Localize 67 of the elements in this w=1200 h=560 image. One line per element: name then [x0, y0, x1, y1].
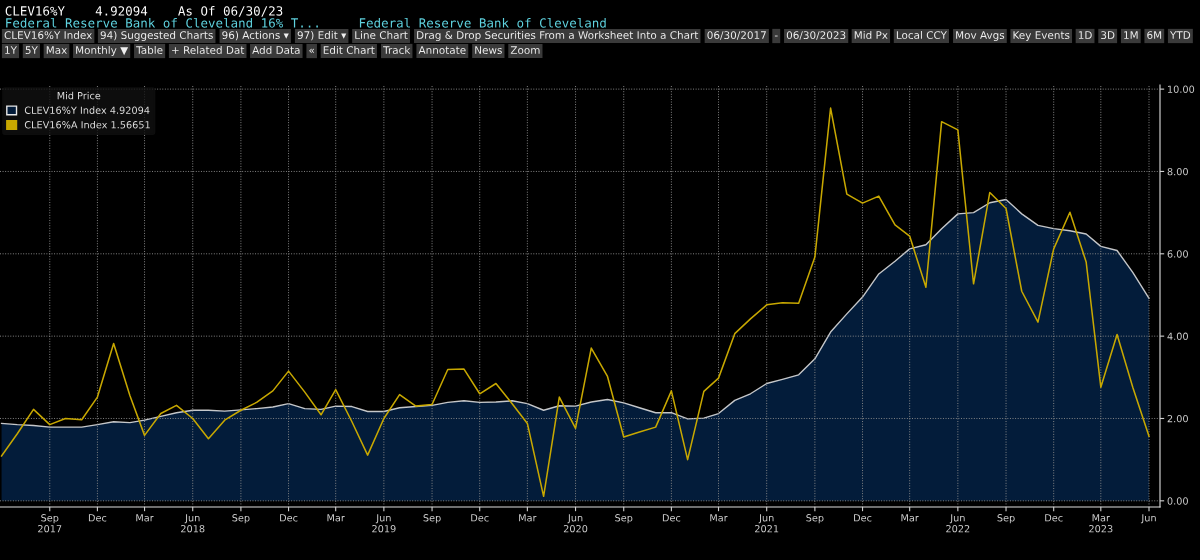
- text: Annotate: [418, 46, 466, 55]
- y-tick-label: 10.00: [1168, 85, 1195, 93]
- text: Table: [136, 45, 163, 55]
- x-tick-label: Mar: [136, 514, 154, 522]
- legend-label: CLEV16%Y Index 4.92094: [24, 106, 150, 114]
- x-tick-label: Jun 2019: [372, 514, 396, 533]
- x-tick-label: Jun 2020: [563, 514, 588, 533]
- text: 97) Edit ▾: [297, 30, 347, 41]
- text: 06/30/2017: [707, 31, 766, 40]
- x-tick-label: Dec: [854, 514, 872, 522]
- chart-subtitle: Federal Reserve Bank of Cleveland 16% T... Federal Reserve Bank of Cleveland: [6, 17, 606, 28]
- text: + Related Dat: [172, 45, 245, 55]
- x-tick-label: Sep 2017: [38, 514, 62, 533]
- text: 6M: [1147, 31, 1162, 40]
- x-tick-label: Mar: [710, 514, 728, 522]
- x-tick-label: Mar: [901, 514, 919, 522]
- legend-label: CLEV16%A Index 1.56651: [24, 120, 150, 129]
- y-tick-label: 8.00: [1167, 167, 1188, 176]
- y-tick-label: 6.00: [1167, 250, 1188, 258]
- text: 96) Actions ▾: [222, 30, 289, 41]
- text: CLEV16%Y Index: [4, 30, 92, 40]
- text: «: [309, 48, 314, 54]
- text: Key Events: [1013, 31, 1070, 42]
- legend-title: Mid Price: [57, 91, 101, 100]
- text: Max: [46, 46, 67, 55]
- line-series: [0, 107, 1150, 498]
- text: News: [475, 46, 502, 55]
- x-tick-label: Sep: [615, 514, 633, 524]
- text: Monthly ▼: [76, 45, 129, 57]
- text: 06/30/2023: [786, 31, 846, 40]
- text: Mid Px: [854, 30, 888, 40]
- x-tick-label: Jun 2022: [946, 514, 970, 533]
- text: Local CCY: [896, 30, 947, 40]
- x-tick-label: Dec: [88, 514, 107, 522]
- text: -: [774, 35, 778, 37]
- x-tick-label: Jun 2021: [755, 514, 779, 533]
- text: 1M: [1124, 31, 1138, 39]
- x-tick-label: Sep: [423, 514, 441, 524]
- x-tick-label: Jun: [1140, 514, 1156, 524]
- x-tick-label: Sep: [806, 514, 824, 524]
- x-tick-label: Dec: [1045, 514, 1063, 522]
- x-tick-label: Mar: [519, 514, 537, 522]
- x-tick-label: Dec: [471, 514, 489, 522]
- text: 5Y: [25, 46, 38, 55]
- text: YTD: [1169, 31, 1191, 39]
- chart-title: CLEV16%Y 4.92094 As Of 06/30/23: [5, 5, 283, 17]
- text: Edit Chart: [323, 45, 375, 55]
- text: Add Data: [252, 45, 300, 55]
- y-tick-label: 0.00: [1167, 497, 1188, 505]
- x-tick-label: Mar 2023: [1089, 514, 1113, 533]
- x-tick-label: Sep: [232, 514, 250, 524]
- text: 94) Suggested Charts: [100, 30, 213, 42]
- text: Mov Avgs: [956, 31, 1005, 42]
- text: 1D: [1078, 31, 1092, 39]
- text: Zoom: [510, 46, 540, 55]
- x-tick-label: Dec: [280, 514, 298, 522]
- x-tick-label: Jun 2018: [181, 514, 205, 533]
- y-tick-label: 4.00: [1167, 332, 1188, 340]
- text: 1Y: [5, 46, 18, 54]
- x-tick-label: Sep: [997, 514, 1015, 524]
- y-tick-label: 2.00: [1167, 414, 1188, 423]
- x-tick-label: Mar: [327, 514, 345, 522]
- text: 3D: [1101, 31, 1115, 40]
- text: Track: [383, 45, 411, 55]
- text: Line Chart: [355, 30, 408, 40]
- x-tick-label: Dec: [662, 514, 681, 522]
- text: Drag & Drop Securities From a Worksheet Into a Chart: [417, 30, 699, 42]
